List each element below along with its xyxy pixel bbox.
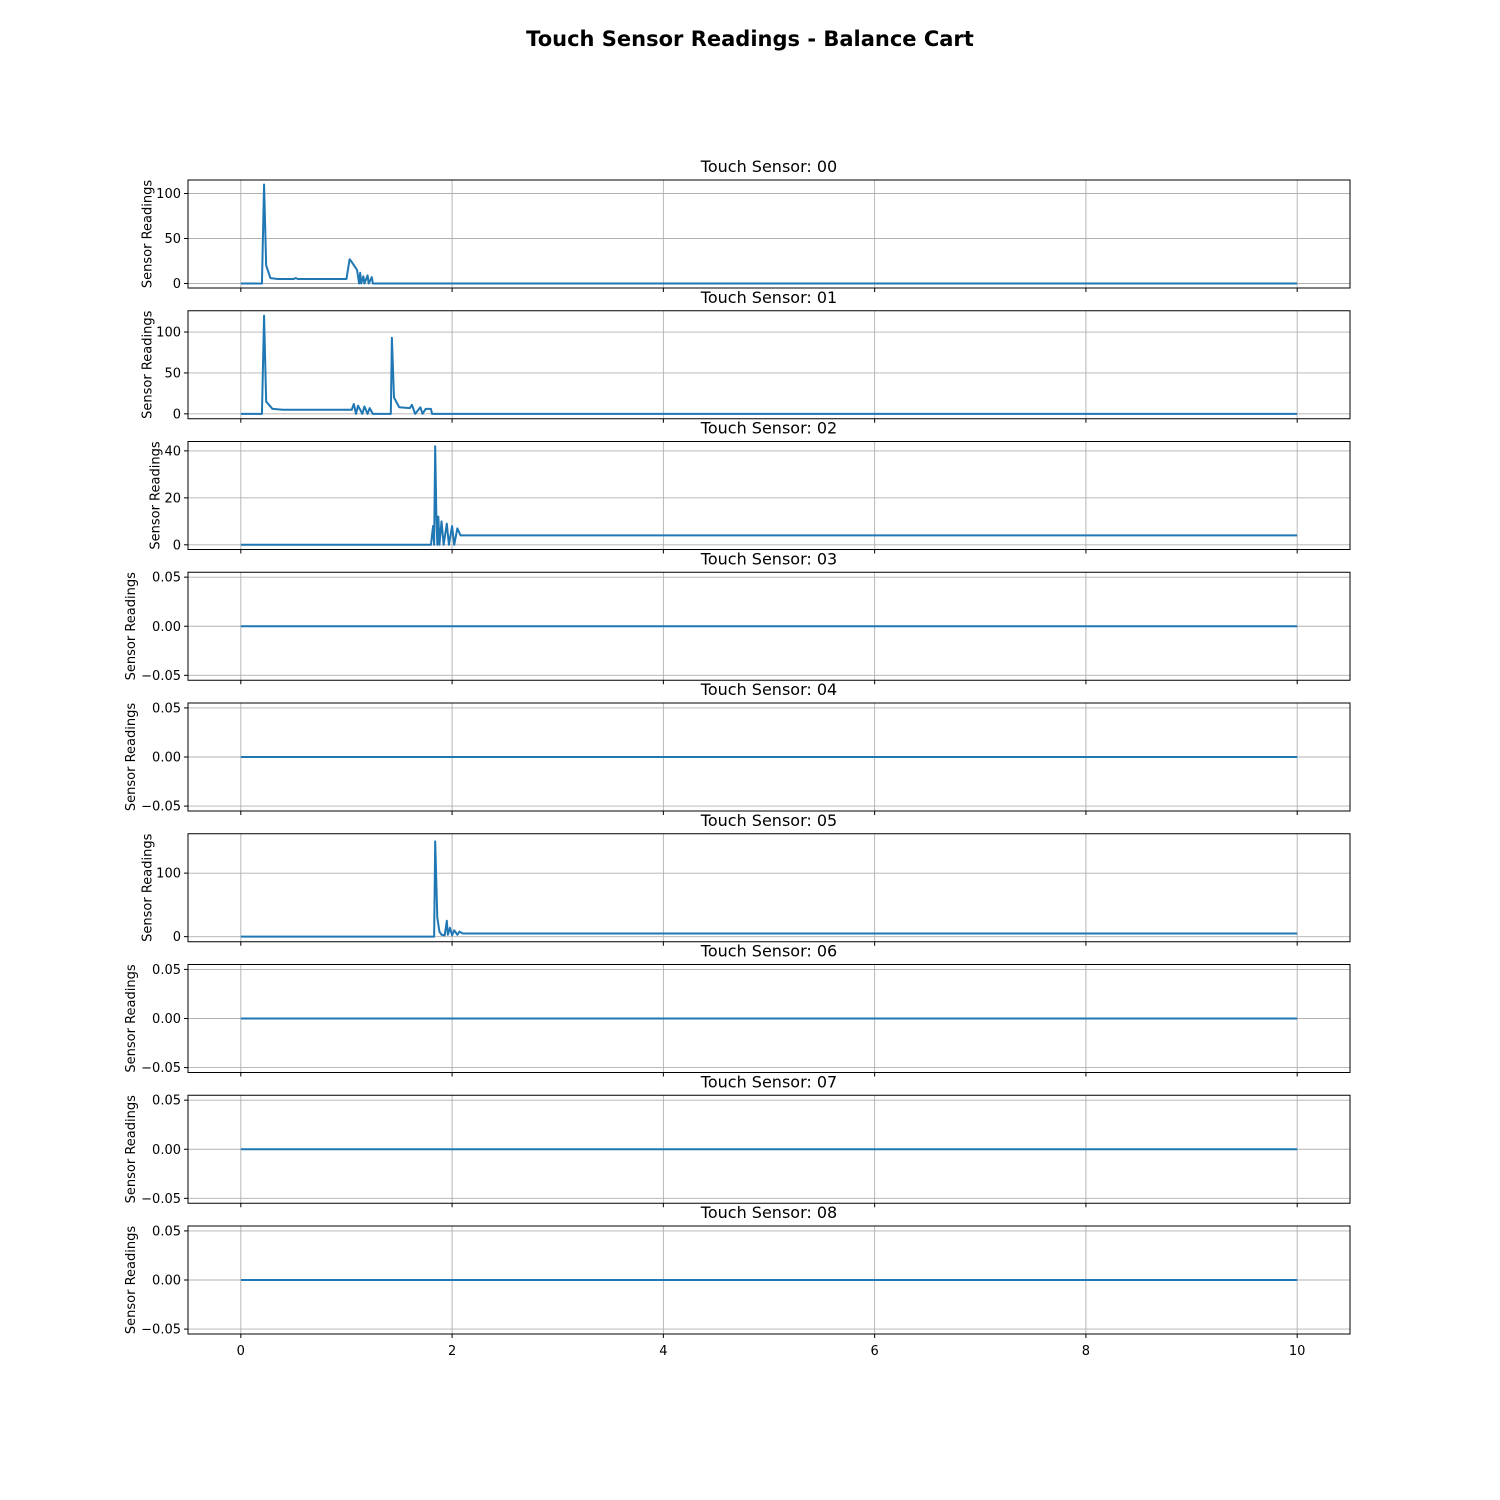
subplot-04: −0.05 0.00 0.05 Sensor Readings Touch Sensor… xyxy=(124,680,1351,815)
x-tick-label: 8 xyxy=(1082,1344,1090,1359)
y-tick-label: 0.05 xyxy=(152,1224,181,1239)
y-tick-label: −0.05 xyxy=(141,800,181,815)
subplot-03: −0.05 0.00 0.05 Sensor Readings Touch Sensor… xyxy=(124,549,1351,685)
axes-frame xyxy=(187,441,1351,550)
series-line xyxy=(240,445,1298,546)
y-tick-label: −0.05 xyxy=(141,1323,181,1338)
x-tick-label: 4 xyxy=(659,1344,667,1359)
x-tick-label: 10 xyxy=(1289,1344,1306,1359)
y-tick-label: 0.05 xyxy=(152,963,181,978)
y-axis-label: Sensor Readings xyxy=(140,833,155,941)
y-tick-label: 0.00 xyxy=(152,751,181,766)
y-tick-label: −0.05 xyxy=(141,1061,181,1076)
subplot-title: Touch Sensor: 03 xyxy=(700,549,837,568)
y-tick-label: −0.05 xyxy=(141,669,181,684)
y-tick-label: 40 xyxy=(164,444,181,459)
y-tick-label: 0.05 xyxy=(152,1094,181,1109)
y-tick-label: 0.00 xyxy=(152,620,181,635)
y-tick-label: 0.00 xyxy=(152,1143,181,1158)
subplot-06: −0.05 0.00 0.05 Sensor Readings Touch Sensor… xyxy=(124,942,1351,1077)
y-axis-label: Sensor Readings xyxy=(124,1226,139,1334)
y-tick-label: 0.00 xyxy=(152,1012,181,1027)
y-tick-label: 0 xyxy=(173,277,181,292)
y-axis-label: Sensor Readings xyxy=(149,441,164,549)
y-tick-label: 0 xyxy=(173,930,181,945)
y-axis-label: Sensor Readings xyxy=(124,703,139,811)
series-line xyxy=(240,183,1298,285)
subplot-title: Touch Sensor: 02 xyxy=(700,419,837,438)
axes-frame xyxy=(187,833,1351,943)
y-axis-label: Sensor Readings xyxy=(124,572,139,680)
series-line xyxy=(240,314,1298,415)
y-axis-label: Sensor Readings xyxy=(124,964,139,1072)
subplot-title: Touch Sensor: 08 xyxy=(700,1203,837,1222)
y-tick-label: 50 xyxy=(164,232,181,247)
y-tick-label: −0.05 xyxy=(141,1192,181,1207)
y-tick-label: 100 xyxy=(156,867,181,882)
y-tick-label: 0.00 xyxy=(152,1274,181,1289)
subplot-title: Touch Sensor: 06 xyxy=(700,942,837,961)
y-tick-label: 100 xyxy=(156,326,181,341)
axes-frame xyxy=(187,310,1351,420)
x-tick-label: 0 xyxy=(237,1344,245,1359)
series-line xyxy=(240,840,1298,938)
y-axis-label: Sensor Readings xyxy=(124,1095,139,1203)
subplot-07: −0.05 0.00 0.05 Sensor Readings Touch Sensor… xyxy=(124,1072,1351,1208)
y-tick-label: 0 xyxy=(173,538,181,553)
y-tick-label: 50 xyxy=(164,366,181,381)
y-tick-label: 0.05 xyxy=(152,571,181,586)
x-tick-label: 6 xyxy=(870,1344,878,1359)
y-tick-label: 0.05 xyxy=(152,701,181,716)
x-tick-label: 2 xyxy=(448,1344,456,1359)
figure-title: Touch Sensor Readings - Balance Cart xyxy=(526,27,974,51)
subplot-title: Touch Sensor: 04 xyxy=(700,680,837,699)
y-tick-label: 100 xyxy=(156,187,181,202)
axes-frame xyxy=(187,179,1351,289)
subplot-title: Touch Sensor: 00 xyxy=(700,157,837,176)
y-axis-label: Sensor Readings xyxy=(140,310,155,418)
subplot-title: Touch Sensor: 01 xyxy=(700,288,837,307)
y-axis-label: Sensor Readings xyxy=(140,180,155,288)
subplot-title: Touch Sensor: 05 xyxy=(700,811,837,830)
y-tick-label: 0 xyxy=(173,407,181,422)
y-tick-label: 20 xyxy=(164,491,181,506)
subplot-title: Touch Sensor: 07 xyxy=(700,1072,837,1091)
subplot-08: 0 2 4 6 8 10 −0.05 0.00 0.05 Sensor Readings Touch… xyxy=(124,1203,1351,1359)
